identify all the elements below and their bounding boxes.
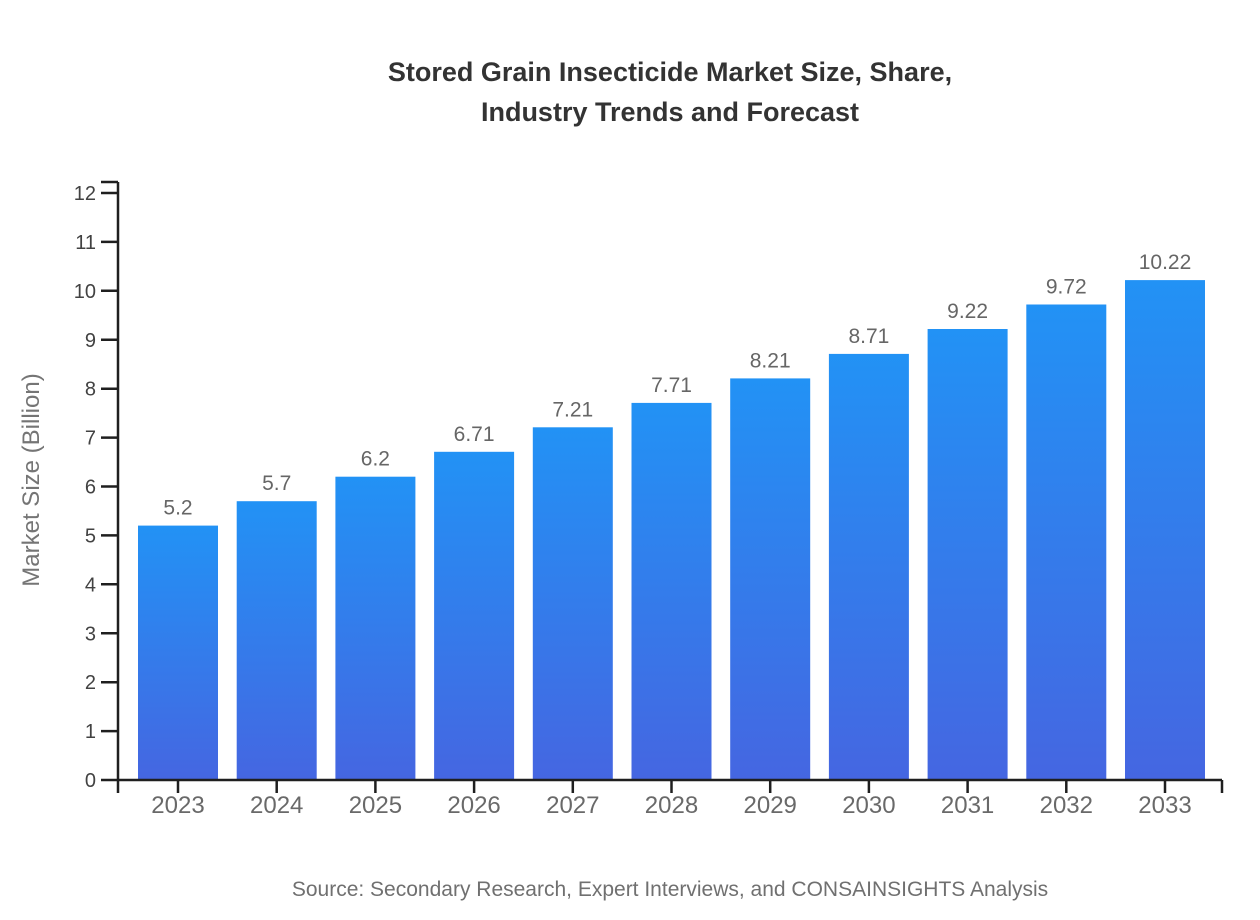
y-tick-label: 2 <box>85 672 96 694</box>
x-tick-label: 2024 <box>250 792 303 819</box>
x-tick-label: 2032 <box>1040 792 1093 819</box>
y-tick-label: 0 <box>85 770 96 792</box>
x-tick-label: 2026 <box>447 792 500 819</box>
chart-title-line1: Stored Grain Insecticide Market Size, Sh… <box>387 57 953 87</box>
source-note: Source: Secondary Research, Expert Inter… <box>291 878 1049 901</box>
x-tick-label: 2025 <box>349 792 402 819</box>
bar-2031 <box>927 329 1008 780</box>
x-tick-label: 2028 <box>645 792 698 819</box>
chart-title: Stored Grain Insecticide Market Size, Sh… <box>80 52 1260 132</box>
y-tick-label: 1 <box>85 721 96 743</box>
y-tick-label: 5 <box>85 525 96 547</box>
bar-value-label: 8.71 <box>848 325 889 348</box>
bar-value-label: 8.21 <box>750 349 791 372</box>
bar-value-label: 9.22 <box>947 300 988 323</box>
bar-2028 <box>631 402 712 780</box>
bar-value-label: 5.7 <box>262 472 291 495</box>
bar-value-label: 6.71 <box>454 423 495 446</box>
chart-title-line2: Industry Trends and Forecast <box>480 97 860 127</box>
bar-2030 <box>828 353 909 780</box>
y-tick-label: 3 <box>85 623 96 645</box>
y-tick-label: 9 <box>85 330 96 352</box>
bar-2029 <box>730 378 811 780</box>
y-tick-label: 12 <box>74 183 96 205</box>
y-tick-label: 4 <box>85 574 96 596</box>
x-tick-label: 2031 <box>941 792 994 819</box>
bar-value-label: 5.2 <box>163 497 192 520</box>
y-tick-label: 11 <box>75 232 96 254</box>
x-tick-label: 2033 <box>1138 792 1191 819</box>
x-tick-label: 2030 <box>842 792 895 819</box>
bar-2033 <box>1125 280 1205 780</box>
bar-value-label: 9.72 <box>1046 276 1087 299</box>
x-tick-label: 2029 <box>744 792 797 819</box>
x-tick-label: 2023 <box>151 792 204 819</box>
y-tick-label: 6 <box>85 477 96 499</box>
bar-2032 <box>1026 304 1107 780</box>
bar-2023 <box>138 525 218 780</box>
bar-value-label: 10.22 <box>1139 251 1192 274</box>
bar-2026 <box>434 451 515 780</box>
y-tick-label: 7 <box>85 428 96 450</box>
bar-value-label: 6.2 <box>361 448 390 471</box>
bar-value-label: 7.71 <box>651 374 692 397</box>
y-tick-label: 10 <box>74 281 96 303</box>
y-tick-label: 8 <box>85 379 96 401</box>
bar-2027 <box>532 427 613 780</box>
bar-2025 <box>335 476 416 780</box>
bar-value-label: 7.21 <box>552 398 593 421</box>
bar-2024 <box>236 501 317 780</box>
x-tick-label: 2027 <box>546 792 599 819</box>
